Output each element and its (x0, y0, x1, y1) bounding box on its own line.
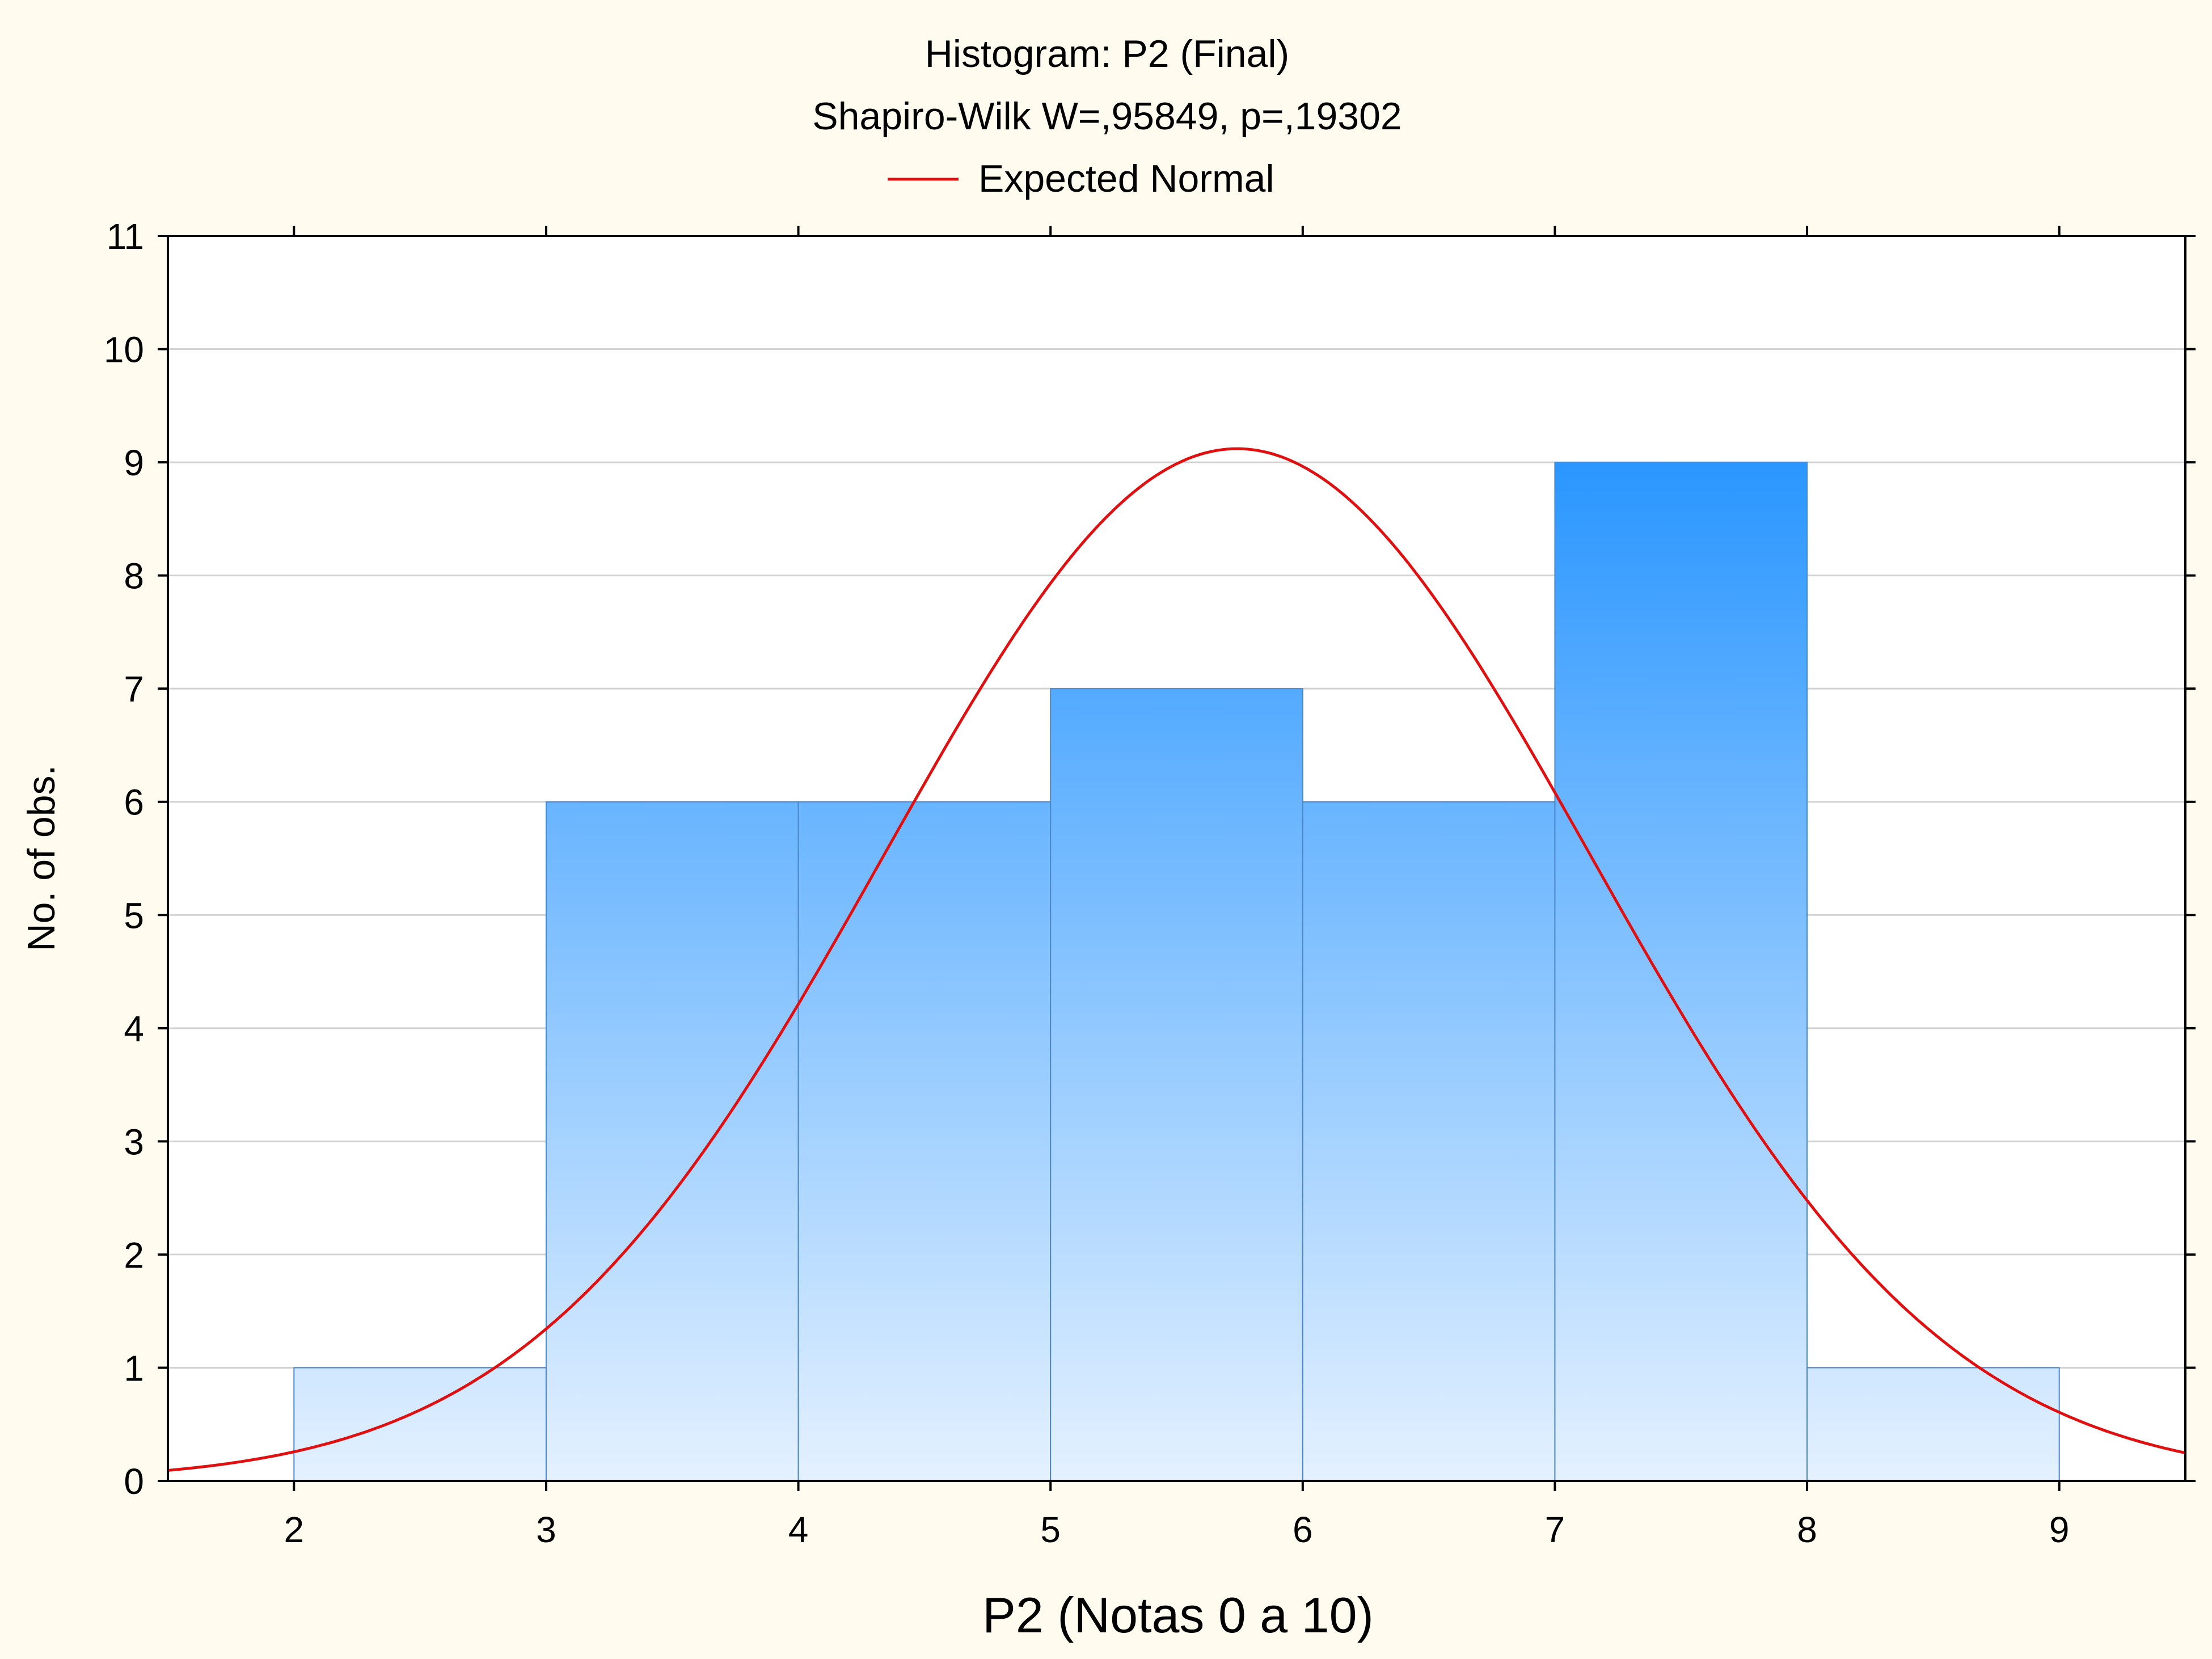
y-tick-label: 7 (124, 669, 144, 710)
plot-frame (167, 235, 2186, 1482)
y-tick-label: 8 (124, 556, 144, 597)
y-tick-label: 6 (124, 782, 144, 823)
histogram-bar (545, 801, 799, 1481)
y-tick-label: 3 (124, 1121, 144, 1162)
x-tick-label: 6 (1293, 1509, 1313, 1550)
y-tick-label: 10 (104, 330, 144, 370)
histogram-bar (1302, 801, 1556, 1481)
x-tick-label: 8 (1797, 1509, 1817, 1550)
x-tick-label: 5 (1040, 1509, 1061, 1550)
x-tick-label: 2 (284, 1509, 305, 1550)
legend-label: Expected Normal (978, 157, 1274, 200)
axis-ticks (158, 226, 2196, 1491)
x-axis-title: P2 (Notas 0 a 10) (982, 1587, 1374, 1643)
histogram-bar (1050, 688, 1303, 1481)
legend: Expected Normal (888, 157, 1274, 200)
histogram-bar (1554, 462, 1808, 1481)
x-tick-label: 7 (1545, 1509, 1565, 1550)
histogram-bars (293, 462, 2060, 1482)
y-tick-label: 0 (124, 1461, 144, 1502)
x-tick-label: 4 (788, 1509, 809, 1550)
histogram-bar (293, 1367, 547, 1482)
expected-normal-curve (168, 447, 2185, 1472)
y-axis-title: No. of obs. (20, 765, 63, 952)
y-tick-labels: 0 1 2 3 4 5 6 7 8 9 10 11 (104, 216, 144, 1502)
y-tick-label: 5 (124, 895, 144, 936)
y-tick-label: 9 (124, 442, 144, 483)
x-tick-labels: 2 3 4 5 6 7 8 9 (284, 1509, 2070, 1550)
x-tick-label: 3 (536, 1509, 556, 1550)
histogram-bar (797, 801, 1052, 1481)
y-tick-label: 11 (107, 216, 144, 257)
chart-title: Histogram: P2 (Final) (925, 32, 1289, 75)
y-tick-label: 4 (124, 1008, 144, 1049)
y-tick-label: 1 (124, 1348, 144, 1388)
x-tick-label: 9 (2049, 1509, 2070, 1550)
y-tick-label: 2 (124, 1235, 144, 1276)
histogram-bar (1806, 1367, 2060, 1482)
chart-subtitle: Shapiro-Wilk W=,95849, p=,19302 (812, 95, 1402, 138)
